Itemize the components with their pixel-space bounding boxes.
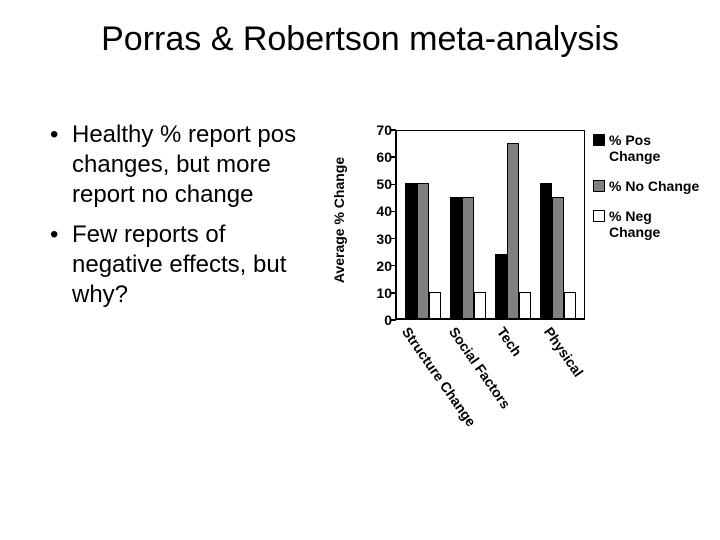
bullet-list: • Healthy % report pos changes, but more… <box>50 120 310 320</box>
legend-entry: % No Change <box>593 178 701 194</box>
legend-swatch <box>593 180 605 192</box>
bar <box>429 292 441 319</box>
slide-title: Porras & Robertson meta-analysis <box>0 20 720 59</box>
bullet-text: Few reports of negative effects, but why… <box>72 220 310 310</box>
bar <box>552 197 564 319</box>
y-axis-label-text: Average % Change <box>331 157 347 283</box>
bar <box>462 197 474 319</box>
legend-swatch <box>593 210 605 222</box>
bullet-dot-icon: • <box>50 120 72 210</box>
y-axis-label: Average % Change <box>329 120 349 320</box>
x-axis-labels: Structure ChangeSocial FactorsTechPhysic… <box>395 324 585 474</box>
y-tick-mark <box>391 319 396 321</box>
legend: % Pos Change % No Change % Neg Change <box>593 132 701 254</box>
slide: Porras & Robertson meta-analysis • Healt… <box>0 0 720 540</box>
bar <box>495 254 507 319</box>
bar <box>519 292 531 319</box>
bar <box>450 197 462 319</box>
legend-entry: % Neg Change <box>593 208 701 240</box>
bar-group <box>448 197 488 319</box>
x-axis-label: Physical <box>541 324 587 380</box>
bar-groups <box>396 130 585 319</box>
bullet-text: Healthy % report pos changes, but more r… <box>72 120 310 210</box>
bar-group <box>403 183 443 319</box>
bar-group <box>493 143 533 319</box>
bullet-item: • Healthy % report pos changes, but more… <box>50 120 310 210</box>
x-axis-label: Tech <box>494 324 525 359</box>
legend-label: % No Change <box>609 178 699 194</box>
legend-label: % Neg Change <box>609 208 701 240</box>
bar <box>507 143 519 319</box>
legend-swatch <box>593 134 605 146</box>
bar-group <box>538 183 578 319</box>
bar-chart: Average % Change 010203040506070 Structu… <box>335 120 705 480</box>
bar <box>540 183 552 319</box>
legend-entry: % Pos Change <box>593 132 701 164</box>
bar <box>417 183 429 319</box>
bullet-dot-icon: • <box>50 220 72 310</box>
bar <box>474 292 486 319</box>
legend-label: % Pos Change <box>609 132 701 164</box>
bullet-item: • Few reports of negative effects, but w… <box>50 220 310 310</box>
bar <box>564 292 576 319</box>
plot-area: 010203040506070 <box>395 130 585 320</box>
bar <box>405 183 417 319</box>
